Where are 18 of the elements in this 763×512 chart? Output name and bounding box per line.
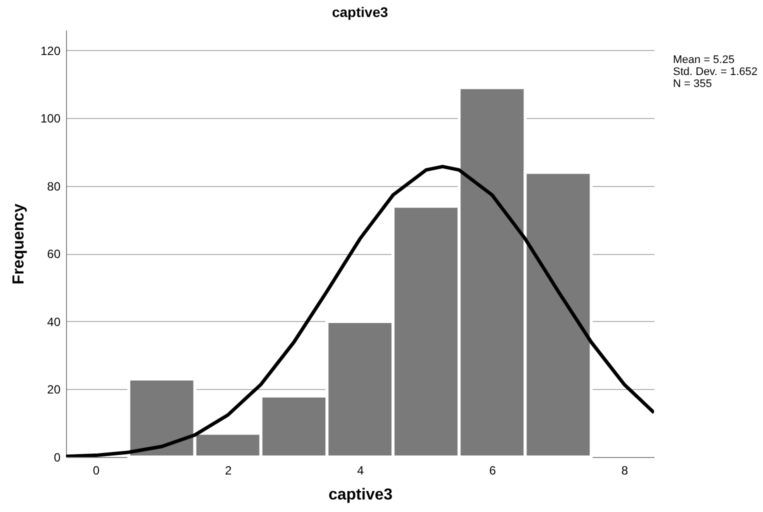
chart-title: captive3 xyxy=(332,4,388,20)
y-tick-label: 80 xyxy=(47,179,61,194)
y-axis-title: Frequency xyxy=(10,203,28,284)
x-tick-label: 8 xyxy=(621,464,628,478)
text: N = 355 xyxy=(673,78,712,90)
x-axis-title: captive3 xyxy=(328,486,393,504)
text: Std. Dev. = 1.652 xyxy=(673,66,758,78)
y-tick-label: 60 xyxy=(47,247,61,262)
y-tick-label: 120 xyxy=(40,44,61,58)
y-tick-label: 20 xyxy=(47,382,61,397)
text: Mean = 5.25 xyxy=(673,54,734,66)
x-tick-label: 6 xyxy=(489,464,496,478)
x-tick-label: 4 xyxy=(357,464,364,478)
x-tick-label: 0 xyxy=(92,464,100,478)
y-tick-label: 40 xyxy=(47,314,61,329)
y-tick-label: 100 xyxy=(40,112,61,126)
x-tick-label: 2 xyxy=(225,464,232,478)
y-tick-label: 0 xyxy=(54,450,61,464)
